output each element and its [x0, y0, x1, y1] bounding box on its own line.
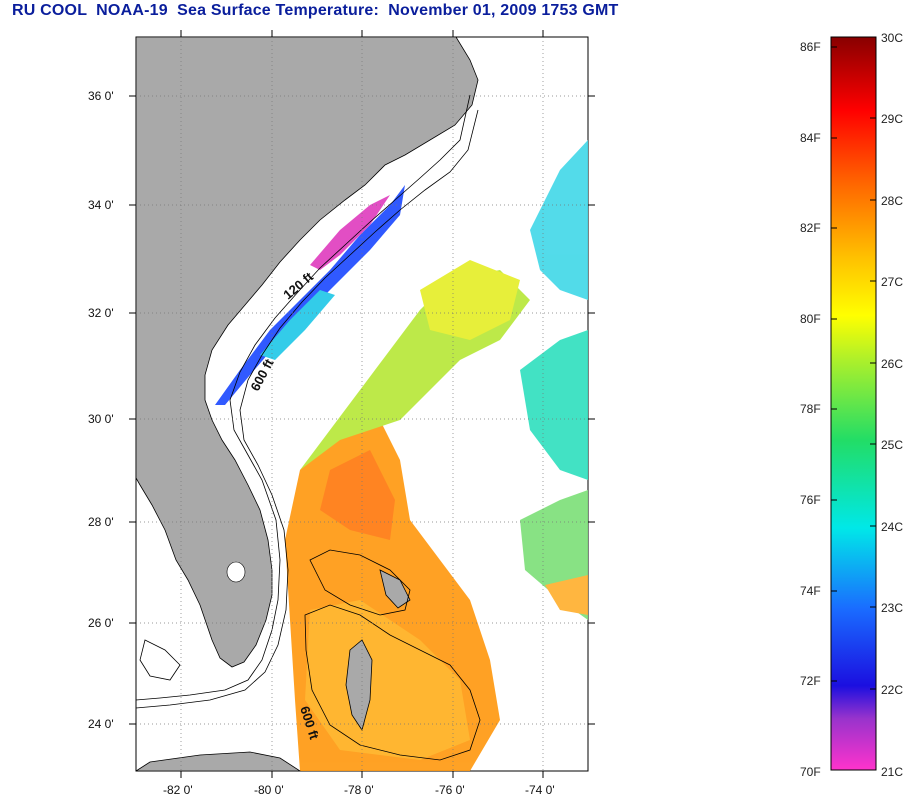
- colorbar-c-28: 28C: [881, 194, 903, 208]
- colorbar-f-80: 80F: [800, 312, 821, 326]
- sst-patch-offshore-orange-e: [545, 575, 588, 615]
- colorbar-f-ticks: [831, 46, 837, 682]
- lon-label-76: -76 0': [435, 783, 465, 797]
- lake-okeechobee: [226, 561, 246, 583]
- colorbar-c-22: 22C: [881, 683, 903, 697]
- sst-patch-coastal-blue: [215, 185, 405, 405]
- colorbar-f-84: 84F: [800, 131, 821, 145]
- lat-label-24: 24 0': [88, 717, 114, 731]
- frame-ticks: [129, 30, 595, 778]
- land-andros: [345, 639, 373, 731]
- sst-patch-coastal-magenta: [310, 195, 390, 270]
- sst-patch-orange-bahamas: [305, 600, 470, 760]
- sst-patch-offshore-cyan: [520, 330, 588, 480]
- colorbar-f-86: 86F: [800, 40, 821, 54]
- land-abaco: [379, 569, 411, 609]
- colorbar-f-82: 82F: [800, 221, 821, 235]
- colorbar-c-ticks: [870, 36, 876, 690]
- colorbar-c-27: 27C: [881, 275, 903, 289]
- sst-patch-offshore-north: [530, 140, 588, 300]
- lon-label-74: -74 0': [525, 783, 555, 797]
- sst-patch-gulfstream-yellow: [420, 260, 520, 340]
- colorbar-f-76: 76F: [800, 493, 821, 507]
- lon-label-82: -82 0': [163, 783, 193, 797]
- lon-label-80: -80 0': [254, 783, 284, 797]
- colorbar-f-78: 78F: [800, 402, 821, 416]
- lat-label-30: 30 0': [88, 412, 114, 426]
- graticule: [136, 37, 588, 771]
- colorbar-c-30: 30C: [881, 31, 903, 45]
- lat-label-28: 28 0': [88, 515, 114, 529]
- lat-label-36: 36 0': [88, 89, 114, 103]
- land-cuba: [136, 751, 301, 771]
- colorbar-c-29: 29C: [881, 112, 903, 126]
- map-title: RU COOL NOAA-19 Sea Surface Temperature:…: [12, 2, 619, 19]
- colorbar-c-25: 25C: [881, 438, 903, 452]
- colorbar-f-72: 72F: [800, 674, 821, 688]
- colorbar-c-23: 23C: [881, 601, 903, 615]
- lat-label-34: 34 0': [88, 198, 114, 212]
- colorbar-c-24: 24C: [881, 520, 903, 534]
- land-southeast-us: [136, 37, 479, 668]
- sst-patch-coastal-cyan: [260, 290, 335, 360]
- lat-label-26: 26 0': [88, 616, 114, 630]
- colorbar-f-70: 70F: [800, 765, 821, 779]
- lon-label-78: -78 0': [344, 783, 374, 797]
- colorbar-c-21: 21C: [881, 765, 903, 779]
- colorbar: [830, 36, 877, 771]
- colorbar-f-74: 74F: [800, 584, 821, 598]
- colorbar-c-26: 26C: [881, 357, 903, 371]
- sst-patch-orange-core: [320, 450, 395, 540]
- lat-label-32: 32 0': [88, 306, 114, 320]
- isobath-contours: [136, 94, 481, 761]
